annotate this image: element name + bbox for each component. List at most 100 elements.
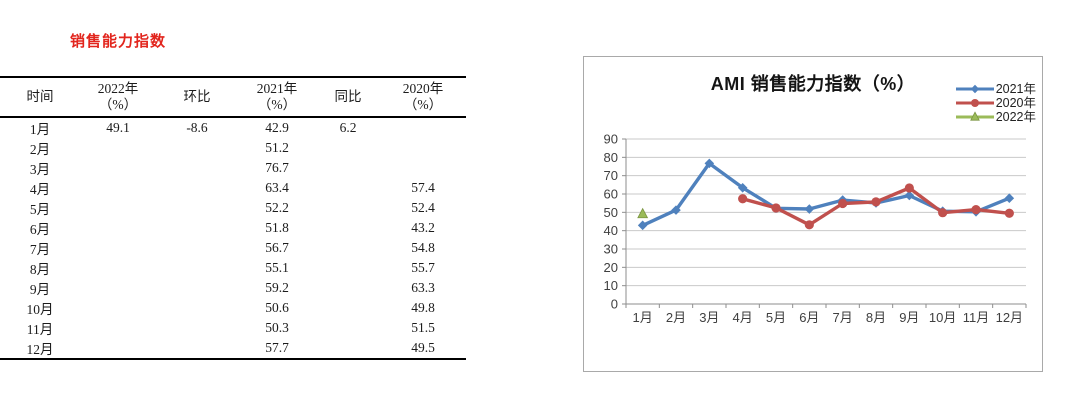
left-panel: 销售能力指数 时间 2022年 （%） 环比 2021年 （%） 同比 2020年 （%）… xyxy=(0,0,500,404)
x-axis-label: 1月 xyxy=(633,310,653,325)
data-table: 时间 2022年 （%） 环比 2021年 （%） 同比 2020年 （%） 1月 49.1… xyxy=(0,76,466,361)
table-cell xyxy=(316,298,380,318)
table-cell: 43.2 xyxy=(411,220,435,236)
x-axis-label: 12月 xyxy=(996,310,1023,325)
data-point-circle xyxy=(1004,208,1014,218)
data-point-circle xyxy=(838,198,848,209)
table-cell xyxy=(316,138,380,158)
table-header: 时间 2022年 （%） 环比 2021年 （%） 同比 2020年 （%） xyxy=(0,77,466,118)
table-cell xyxy=(156,258,238,278)
table-header-row: 时间 2022年 （%） 环比 2021年 （%） 同比 2020年 （%） xyxy=(0,77,466,118)
table-cell xyxy=(316,198,380,218)
table-cell: -8.6 xyxy=(186,120,208,136)
data-point-circle xyxy=(971,204,981,215)
y-axis-label: 60 xyxy=(604,187,618,202)
table-cell: 57.4 xyxy=(411,180,435,196)
data-point-diamond xyxy=(704,158,715,169)
table-cell: 9月 xyxy=(29,282,51,298)
data-point-triangle xyxy=(637,207,649,219)
data-point-circle xyxy=(738,194,748,204)
table-cell xyxy=(316,258,380,278)
data-point-diamond xyxy=(1004,193,1015,204)
table-row: 7月 56.7 54.8 xyxy=(0,238,466,258)
y-axis-label: 80 xyxy=(604,150,618,165)
table-cell xyxy=(80,278,156,298)
x-axis-label: 10月 xyxy=(929,310,956,325)
table-cell xyxy=(80,218,156,238)
table-cell: 52.4 xyxy=(411,200,435,216)
chart-legend: 2021年 2020年 2022年 xyxy=(955,82,1036,124)
table-row: 3月 76.7 xyxy=(0,158,466,178)
legend-label: 2022年 xyxy=(995,110,1036,124)
column-header: 时间 xyxy=(26,89,54,105)
table-cell xyxy=(80,138,156,158)
table-row: 6月 51.8 43.2 xyxy=(0,218,466,238)
table-row: 11月 50.3 51.5 xyxy=(0,318,466,338)
x-axis-label: 3月 xyxy=(699,310,719,325)
table-cell: 1月 xyxy=(29,122,51,138)
x-axis-label: 11月 xyxy=(963,310,990,325)
table-cell xyxy=(80,198,156,218)
table-cell xyxy=(80,238,156,258)
table-cell: 51.5 xyxy=(411,320,435,336)
y-axis-label: 20 xyxy=(604,260,618,275)
table-cell: 2月 xyxy=(29,142,51,158)
table-cell: 56.7 xyxy=(265,240,289,256)
table-cell: 49.1 xyxy=(106,120,130,136)
table-cell: 4月 xyxy=(29,182,51,198)
column-header: 2020年 （%） xyxy=(402,81,444,113)
table-cell: 7月 xyxy=(29,242,51,258)
table-cell xyxy=(316,158,380,178)
x-axis-label: 4月 xyxy=(733,310,753,325)
table-cell xyxy=(156,278,238,298)
table-cell xyxy=(380,138,466,158)
data-point-diamond xyxy=(737,182,748,193)
plot-svg: 0 10 20 30 40 50 60 70 80 90 1月 2月 3月 4月 5月 6月 7月 8月 9月 10月… xyxy=(604,132,1027,325)
table-row: 4月 63.4 57.4 xyxy=(0,178,466,198)
table-cell: 51.8 xyxy=(265,220,289,236)
data-point-diamond xyxy=(637,220,648,231)
table-cell xyxy=(316,238,380,258)
data-point-diamond xyxy=(904,190,915,201)
legend-label: 2020年 xyxy=(995,96,1036,110)
column-header: 2021年 （%） xyxy=(256,81,298,113)
table-row: 1月 49.1 -8.6 42.9 6.2 xyxy=(0,117,466,138)
table-cell: 6.2 xyxy=(339,120,357,136)
legend-item: 2022年 xyxy=(955,110,1036,124)
section-title: 销售能力指数 xyxy=(70,33,167,50)
data-point-diamond xyxy=(804,204,815,214)
table-cell xyxy=(156,238,238,258)
table-cell: 57.7 xyxy=(265,340,289,356)
table-body: 1月 49.1 -8.6 42.9 6.2 2月 51.2 3月 76.7 4月 63.4 57.4 5… xyxy=(0,117,466,359)
table-cell: 42.9 xyxy=(265,120,289,136)
column-header: 同比 xyxy=(334,89,362,105)
column-header: 环比 xyxy=(183,89,211,105)
x-axis-label: 8月 xyxy=(866,310,886,325)
table-cell xyxy=(156,178,238,198)
data-point-circle xyxy=(938,208,948,218)
table-cell: 63.3 xyxy=(411,280,435,296)
table-cell xyxy=(156,198,238,218)
table-cell: 76.7 xyxy=(265,160,289,176)
table-cell: 59.2 xyxy=(265,280,289,296)
chart-title: AMI 销售能力指数（%） xyxy=(710,74,916,94)
table-cell xyxy=(156,298,238,318)
data-point-circle xyxy=(804,220,814,230)
table-cell xyxy=(156,318,238,338)
table-cell xyxy=(316,178,380,198)
table-cell xyxy=(156,158,238,178)
table-cell xyxy=(380,117,466,138)
table-cell xyxy=(80,258,156,278)
chart-panel: AMI 销售能力指数（%） 0 10 20 30 40 50 60 70 80 90 1月 2月 3月 4… xyxy=(583,56,1043,372)
table-cell: 52.2 xyxy=(265,200,289,216)
table-cell: 11月 xyxy=(26,322,54,338)
table-row: 12月 57.7 49.5 xyxy=(0,338,466,359)
table-cell xyxy=(316,338,380,359)
legend-item: 2020年 xyxy=(955,96,1036,110)
table-cell xyxy=(380,158,466,178)
table-cell: 54.8 xyxy=(411,240,435,256)
x-axis-label: 2月 xyxy=(666,310,686,325)
table-cell: 50.3 xyxy=(265,320,289,336)
table-cell: 3月 xyxy=(29,162,51,178)
table-cell xyxy=(156,218,238,238)
